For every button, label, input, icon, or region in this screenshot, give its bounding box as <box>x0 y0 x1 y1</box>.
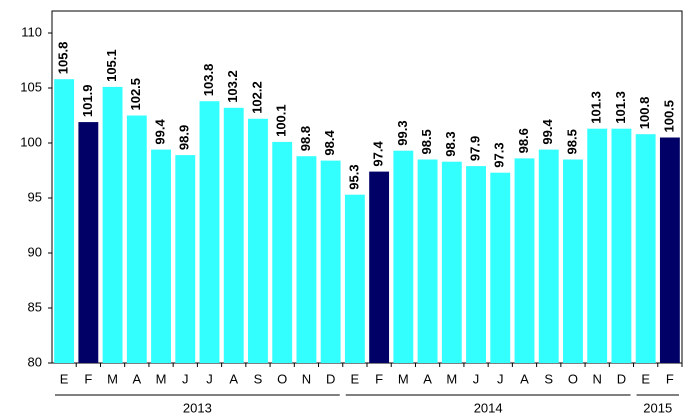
bar <box>223 107 244 363</box>
value-label: 97.9 <box>467 136 482 161</box>
y-tick-label: 80 <box>28 354 42 369</box>
x-tick-label: J <box>182 371 189 386</box>
x-tick-label: E <box>60 371 69 386</box>
bar <box>393 150 414 363</box>
value-label: 99.3 <box>395 120 410 145</box>
value-label: 97.4 <box>371 141 386 167</box>
bar <box>175 155 196 363</box>
x-tick-label: O <box>277 371 287 386</box>
y-tick-label: 110 <box>21 24 42 39</box>
x-tick-label: F <box>84 371 92 386</box>
x-tick-label: A <box>229 371 238 386</box>
bar <box>490 172 511 363</box>
bar <box>199 101 220 363</box>
x-tick-label: A <box>520 371 529 386</box>
value-label: 98.3 <box>443 131 458 156</box>
x-tick-label: F <box>666 371 674 386</box>
value-label: 102.5 <box>128 78 143 111</box>
x-tick-label: E <box>641 371 650 386</box>
x-tick-label: J <box>206 371 213 386</box>
value-label: 95.3 <box>346 164 361 189</box>
x-tick-label: F <box>375 371 383 386</box>
value-label: 101.9 <box>80 85 95 118</box>
group-label: 2014 <box>474 400 503 415</box>
value-label: 97.3 <box>492 142 507 167</box>
x-tick-label: J <box>473 371 480 386</box>
value-label: 98.9 <box>177 125 192 150</box>
bar <box>538 149 559 363</box>
value-label: 99.4 <box>152 119 167 145</box>
value-label: 105.8 <box>56 42 71 75</box>
bar <box>563 159 583 363</box>
y-tick-label: 85 <box>28 299 42 314</box>
value-label: 98.5 <box>419 129 434 154</box>
y-tick-label: 100 <box>20 134 42 149</box>
value-label: 100.5 <box>661 100 676 133</box>
y-tick-label: 105 <box>20 79 42 94</box>
bar <box>417 159 438 363</box>
x-tick-label: D <box>617 371 626 386</box>
bar <box>126 115 147 363</box>
value-label: 98.8 <box>298 126 313 151</box>
group-label: 2015 <box>643 400 672 415</box>
x-tick-label: S <box>254 371 263 386</box>
x-tick-label: S <box>544 371 553 386</box>
bar <box>514 158 535 363</box>
value-label: 102.2 <box>249 81 264 114</box>
x-tick-label: O <box>568 371 578 386</box>
x-tick-label: A <box>132 371 141 386</box>
x-tick-label: J <box>497 371 504 386</box>
x-tick-label: M <box>398 371 409 386</box>
x-tick-label: A <box>423 371 432 386</box>
value-label: 98.6 <box>516 128 531 153</box>
value-label: 105.1 <box>104 49 119 82</box>
bar <box>466 166 486 363</box>
bar <box>272 141 293 363</box>
bar <box>611 128 632 363</box>
value-label: 99.4 <box>540 119 555 145</box>
bar <box>635 134 656 363</box>
bar <box>344 194 365 363</box>
bar <box>78 122 99 363</box>
bar <box>54 79 75 363</box>
bar <box>369 171 390 363</box>
bar <box>296 156 317 363</box>
value-label: 101.3 <box>589 91 604 124</box>
bar <box>587 128 608 363</box>
value-label: 101.3 <box>613 91 628 124</box>
group-label: 2013 <box>183 400 212 415</box>
bar <box>659 137 680 363</box>
value-label: 100.1 <box>274 104 289 137</box>
bar <box>102 86 123 364</box>
x-tick-label: D <box>326 371 335 386</box>
x-tick-label: N <box>592 371 601 386</box>
value-label: 103.2 <box>225 70 240 103</box>
x-tick-label: E <box>351 371 360 386</box>
bar <box>320 160 341 363</box>
x-tick-label: M <box>446 371 457 386</box>
value-label: 100.8 <box>637 97 652 130</box>
y-tick-label: 95 <box>28 189 42 204</box>
value-label: 98.5 <box>564 129 579 154</box>
x-tick-label: M <box>156 371 167 386</box>
y-tick-label: 90 <box>28 244 42 259</box>
bar <box>248 118 268 363</box>
bar <box>441 161 462 363</box>
value-label: 98.4 <box>322 130 337 156</box>
value-label: 103.8 <box>201 64 216 97</box>
x-tick-label: M <box>107 371 118 386</box>
x-tick-label: N <box>302 371 311 386</box>
bar <box>151 149 171 363</box>
